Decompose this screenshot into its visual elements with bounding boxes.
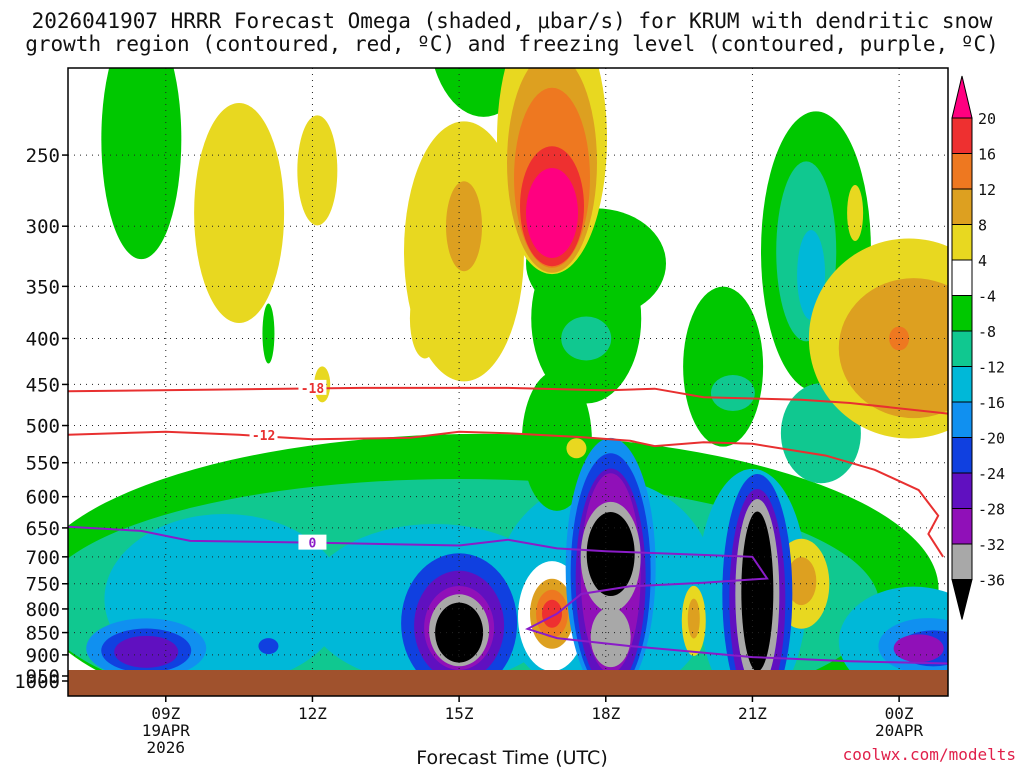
colorbar-swatch [951,295,973,332]
colorbar-label: -28 [978,501,1005,519]
colorbar-swatch [951,401,973,438]
colorbar-label: 8 [978,217,987,235]
dgz-contour-label: -12 [252,429,275,444]
chart-title-line2: growth region (contoured, red, ºC) and f… [25,32,999,56]
omega-shade-region [590,607,631,668]
colorbar-cap-top [951,75,973,119]
colorbar-cap-bottom [951,579,973,620]
colorbar-label: -20 [978,430,1005,448]
freezing-level-contour [68,525,948,665]
colorbar-label: 20 [978,110,996,128]
x-axis-title: Forecast Time (UTC) [416,747,608,769]
y-tick-label: 850 [26,623,60,645]
omega-shade-region [566,438,587,459]
omega-shade-region [687,598,700,639]
dgz-contour-label-bg [249,426,278,442]
omega-shade-region [847,184,864,241]
omega-shade-region [409,278,440,359]
x-tick-label: 21Z [738,704,767,723]
plot-frame [67,67,949,697]
omega-shade-region [194,102,285,323]
colorbar-swatch [951,224,973,261]
x-tick-label: 18Z [591,704,620,723]
colorbar-label: -8 [978,323,996,341]
y-tick-label: 450 [26,374,60,396]
omega-shade-region [710,374,755,411]
colorbar-label: -24 [978,465,1005,483]
colorbar-label: -12 [978,359,1005,377]
x-tick-sublabel: 2026 [147,738,186,757]
colorbar-label: -16 [978,394,1005,412]
colorbar-swatch [951,188,973,225]
y-axis: 2503003504004505005506006507007508008509… [14,145,68,693]
colorbar-swatch [951,366,973,403]
omega-shade-region [542,599,562,628]
y-tick-label: 900 [26,645,60,667]
omega-shade-region [683,286,764,447]
omega-shade-region [297,115,338,226]
colorbar-swatch [951,153,973,190]
credit-link[interactable]: coolwx.com/modelts [842,745,1016,764]
x-tick-sublabel: 19APR [142,721,191,740]
colorbar-label: -4 [978,288,996,306]
y-tick-label: 800 [26,599,60,621]
y-tick-label: 550 [26,453,60,475]
y-tick-label: 500 [26,416,60,438]
y-tick-label: 600 [26,487,60,509]
colorbar-swatch [951,472,973,509]
omega-shade-region [893,634,944,663]
ground-layer [68,670,948,696]
freezing-level-contour-label-bg [298,534,327,550]
dgz-contour-label-bg [298,379,327,395]
omega-shading [68,68,948,670]
colorbar-swatch [951,330,973,367]
dgz-contour-label: -18 [301,382,325,397]
y-tick-label: 300 [26,216,60,238]
colorbar: 20 16 12 8 4 -4 -8 -12 -16 -20 -24 -28 -32 -36 [951,75,1005,620]
freezing-level-contour-label: 0 [309,537,317,552]
dgz-contour [68,430,944,558]
contour-lines: -18 -12 0 [68,379,948,665]
colorbar-label: 16 [978,146,996,164]
colorbar-swatch [951,259,973,296]
grid-lines [68,68,948,677]
y-tick-label: 950 [26,666,60,688]
omega-shade-region [258,638,279,655]
colorbar-label: -32 [978,536,1005,554]
omega-shade-region [101,68,182,260]
omega-shade-region [561,316,612,361]
colorbar-label: 4 [978,252,987,270]
omega-shade-region [521,370,592,511]
y-tick-label: 650 [26,518,60,540]
colorbar-swatch [951,543,973,580]
omega-shade-region [586,512,635,597]
y-tick-label: 1000 [14,671,60,693]
y-tick-label: 250 [26,145,60,167]
dgz-contour [68,386,948,415]
omega-shade-region [526,167,578,258]
x-tick-sublabel: 20APR [875,721,924,740]
x-tick-label: 15Z [445,704,474,723]
colorbar-label: 12 [978,181,996,199]
omega-shade-region [741,511,774,670]
x-tick-label: 09Z [151,704,180,723]
x-tick-label: 00Z [885,704,914,723]
omega-shade-region [114,635,179,668]
colorbar-label: -36 [978,572,1005,590]
y-tick-label: 400 [26,328,60,350]
colorbar-swatch [951,117,973,154]
y-tick-label: 750 [26,574,60,596]
y-tick-label: 700 [26,547,60,569]
colorbar-swatch [951,508,973,545]
y-tick-label: 350 [26,276,60,298]
colorbar-swatch [951,437,973,474]
chart-title-line1: 2026041907 HRRR Forecast Omega (shaded, … [31,9,993,33]
omega-shade-region [786,557,817,606]
x-tick-label: 12Z [298,704,327,723]
omega-shade-region [262,303,275,364]
